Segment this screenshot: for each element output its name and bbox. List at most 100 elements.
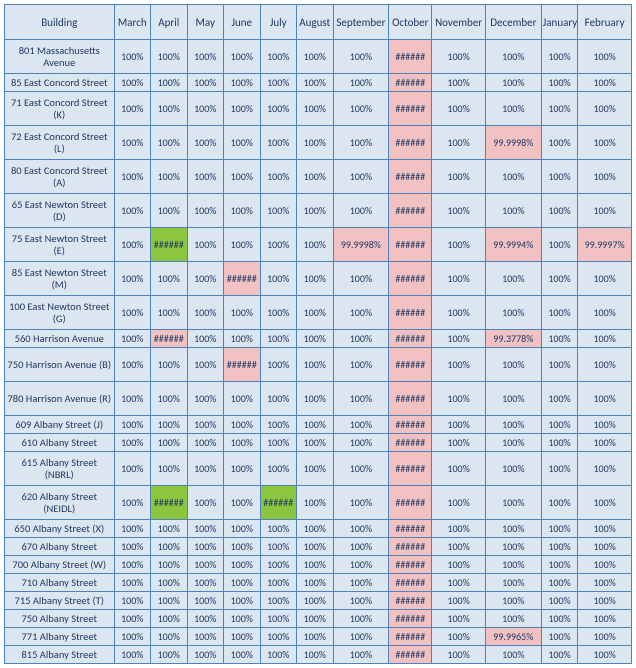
data-cell: 100% [260, 538, 297, 556]
data-cell: 100% [541, 160, 578, 194]
data-cell: 100% [151, 574, 188, 592]
data-cell: 100% [541, 592, 578, 610]
data-cell: 100% [578, 574, 632, 592]
data-cell: 100% [578, 610, 632, 628]
data-cell: 100% [114, 416, 151, 434]
data-cell: 100% [151, 452, 188, 486]
data-cell: 100% [578, 556, 632, 574]
data-cell: 100% [151, 628, 188, 646]
data-cell: 100% [485, 556, 541, 574]
data-cell: 100% [578, 416, 632, 434]
data-cell: 100% [260, 262, 297, 296]
data-cell: 100% [297, 628, 334, 646]
data-cell: 100% [485, 538, 541, 556]
data-cell: ###### [389, 610, 432, 628]
building-name: 71 East Concord Street (K) [5, 92, 115, 126]
data-cell: 100% [224, 486, 261, 520]
table-row: 780 Harrison Avenue (R)100%100%100%100%1… [5, 382, 632, 416]
data-cell: 100% [224, 610, 261, 628]
data-cell: 100% [541, 74, 578, 92]
data-cell: 100% [260, 228, 297, 262]
table-row: 620 Albany Street (NEIDL)100%######100%1… [5, 486, 632, 520]
col-building: Building [5, 5, 115, 40]
data-cell: 100% [224, 382, 261, 416]
data-cell: 100% [297, 610, 334, 628]
data-cell: 100% [224, 520, 261, 538]
data-cell: 100% [578, 330, 632, 348]
data-cell: 100% [297, 92, 334, 126]
table-row: 750 Albany Street100%100%100%100%100%100… [5, 610, 632, 628]
data-cell: 100% [114, 296, 151, 330]
building-name: 609 Albany Street (J) [5, 416, 115, 434]
data-cell: 100% [297, 40, 334, 74]
data-cell: ###### [389, 382, 432, 416]
data-cell: ###### [389, 262, 432, 296]
data-cell: 100% [297, 538, 334, 556]
data-cell: 100% [260, 348, 297, 382]
data-cell: 100% [541, 574, 578, 592]
data-cell: 100% [541, 538, 578, 556]
data-cell: 100% [541, 40, 578, 74]
data-cell: 100% [333, 74, 389, 92]
data-cell: 100% [578, 160, 632, 194]
data-cell: 100% [432, 486, 486, 520]
data-cell: 100% [578, 40, 632, 74]
data-cell: 100% [260, 610, 297, 628]
data-cell: 100% [151, 194, 188, 228]
building-name: 771 Albany Street [5, 628, 115, 646]
data-cell: 100% [260, 160, 297, 194]
table-row: 72 East Concord Street (L)100%100%100%10… [5, 126, 632, 160]
data-cell: 100% [578, 538, 632, 556]
building-name: 815 Albany Street [5, 646, 115, 664]
data-cell: 100% [578, 592, 632, 610]
data-cell: 100% [432, 126, 486, 160]
data-cell: ###### [389, 160, 432, 194]
data-cell: ###### [389, 538, 432, 556]
data-cell: 100% [432, 228, 486, 262]
data-cell: ###### [389, 92, 432, 126]
data-cell: 99.3778% [485, 330, 541, 348]
data-cell: 100% [224, 434, 261, 452]
data-cell: 100% [297, 160, 334, 194]
col-july: July [260, 5, 297, 40]
data-cell: 100% [333, 348, 389, 382]
data-cell: 100% [297, 194, 334, 228]
data-cell: 100% [114, 574, 151, 592]
data-cell: 100% [151, 262, 188, 296]
data-cell: 100% [224, 330, 261, 348]
data-cell: 100% [151, 296, 188, 330]
table-row: 815 Albany Street100%100%100%100%100%100… [5, 646, 632, 664]
data-cell: 100% [224, 160, 261, 194]
data-cell: 100% [541, 382, 578, 416]
building-name: 620 Albany Street (NEIDL) [5, 486, 115, 520]
data-cell: 100% [260, 92, 297, 126]
data-cell: 100% [114, 538, 151, 556]
data-cell: 100% [485, 74, 541, 92]
data-cell: 100% [187, 330, 224, 348]
building-name: 80 East Concord Street (A) [5, 160, 115, 194]
building-name: 650 Albany Street (X) [5, 520, 115, 538]
table-row: 85 East Newton Street (M)100%100%100%###… [5, 262, 632, 296]
building-name: 65 East Newton Street (D) [5, 194, 115, 228]
data-cell: 100% [297, 434, 334, 452]
data-cell: 100% [187, 228, 224, 262]
data-cell: 100% [151, 160, 188, 194]
col-january: January [541, 5, 578, 40]
data-cell: 100% [114, 160, 151, 194]
building-name: 100 East Newton Street (G) [5, 296, 115, 330]
data-cell: 100% [485, 382, 541, 416]
data-cell: 100% [187, 416, 224, 434]
data-cell: 100% [224, 646, 261, 664]
data-cell: 100% [114, 228, 151, 262]
data-cell: ###### [389, 646, 432, 664]
data-cell: 100% [224, 296, 261, 330]
data-cell: 100% [151, 556, 188, 574]
data-cell: 100% [541, 262, 578, 296]
data-cell: 100% [297, 330, 334, 348]
data-cell: 99.9998% [333, 228, 389, 262]
data-cell: 100% [187, 592, 224, 610]
data-cell: 100% [485, 296, 541, 330]
data-cell: 100% [578, 92, 632, 126]
data-cell: 100% [485, 92, 541, 126]
data-cell: 100% [578, 382, 632, 416]
